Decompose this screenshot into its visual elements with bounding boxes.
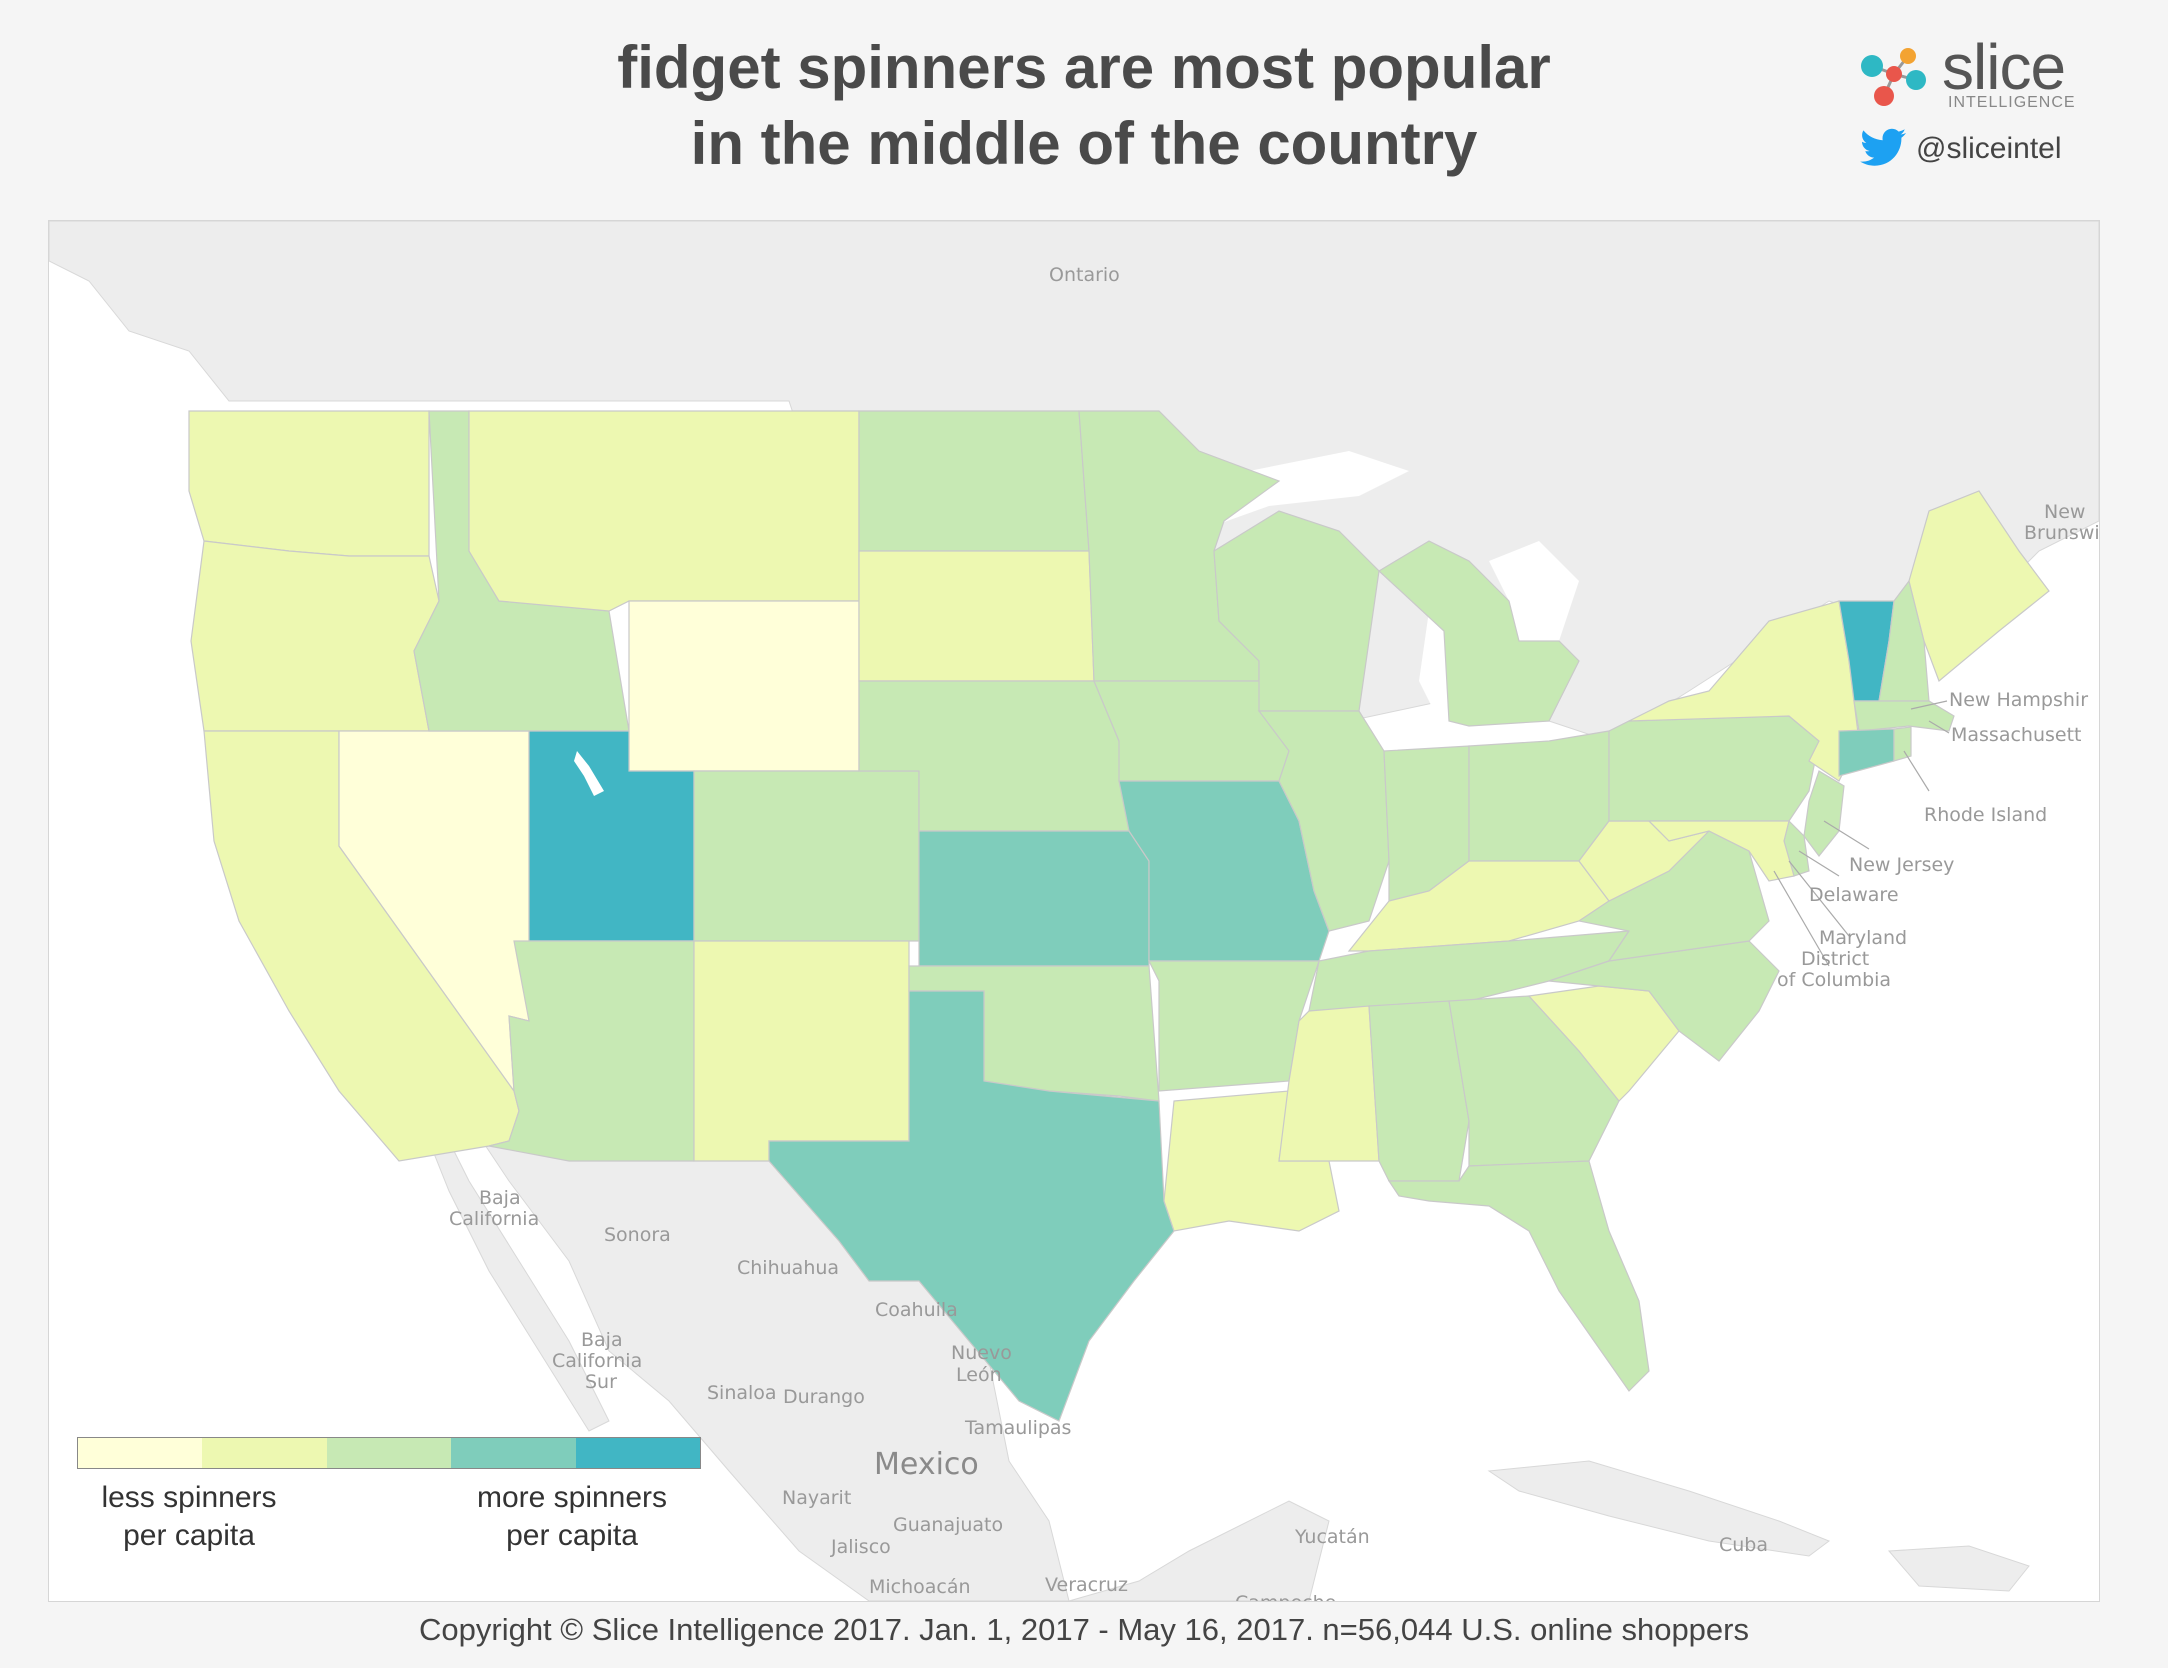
state-montana[interactable] — [468, 410, 860, 612]
legend-more-line-2: per capita — [506, 1519, 638, 1552]
label-veracruz: Veracruz — [1045, 1574, 1128, 1596]
twitter-credit: @sliceintel — [1860, 128, 2062, 172]
label-tamaulipas: Tamaulipas — [964, 1417, 1071, 1439]
label-ontario: Ontario — [1049, 264, 1120, 286]
label-new-brunswick-1: New — [2044, 501, 2085, 523]
legend-swatch-4 — [451, 1438, 576, 1468]
state-maine[interactable] — [1908, 490, 2050, 683]
state-rhode-island[interactable] — [1893, 726, 1912, 762]
state-maryland[interactable] — [1647, 820, 1795, 882]
lake-huron — [1489, 541, 1579, 641]
label-dc-1: District — [1801, 948, 1869, 970]
label-maryland: Maryland — [1819, 927, 1907, 949]
label-nuevo-leon-2: León — [956, 1364, 1002, 1386]
state-oregon[interactable] — [190, 540, 440, 732]
label-mexico: Mexico — [874, 1447, 979, 1482]
label-new-jersey: New Jersey — [1849, 854, 1954, 876]
label-sinaloa: Sinaloa — [707, 1382, 777, 1404]
state-ohio[interactable] — [1468, 730, 1610, 862]
twitter-handle: @sliceintel — [1916, 132, 2062, 165]
state-pennsylvania[interactable] — [1608, 715, 1820, 822]
state-new-mexico[interactable] — [693, 940, 910, 1162]
leader-lines — [1773, 700, 1950, 967]
label-yucatan: Yucatán — [1294, 1526, 1370, 1548]
state-north-dakota[interactable] — [858, 410, 1090, 552]
title-line-2: in the middle of the country — [690, 110, 1478, 177]
state-washington[interactable] — [188, 410, 430, 557]
state-new-jersey[interactable] — [1803, 770, 1845, 857]
label-delaware: Delaware — [1809, 884, 1899, 906]
label-rhode-island: Rhode Island — [1924, 804, 2047, 826]
state-michigan[interactable] — [1378, 540, 1580, 727]
map: Ontario New Brunswi New Hampshir Massach… — [48, 220, 2100, 1602]
state-texas[interactable] — [768, 990, 1175, 1422]
label-chihuahua: Chihuahua — [737, 1257, 839, 1279]
label-massachusetts: Massachusett — [1951, 724, 2082, 746]
label-dc-2: of Columbia — [1777, 969, 1891, 991]
label-new-hampshire: New Hampshir — [1949, 689, 2088, 711]
label-cuba: Cuba — [1719, 1534, 1768, 1556]
state-florida[interactable] — [1387, 1160, 1650, 1392]
legend-less-line-1: less spinners — [101, 1481, 277, 1514]
title-line-1: fidget spinners are most popular — [617, 34, 1551, 101]
legend-swatch-3 — [326, 1438, 452, 1468]
label-nayarit: Nayarit — [782, 1487, 851, 1509]
state-kansas[interactable] — [918, 830, 1150, 967]
baja-land — [428, 1119, 610, 1432]
label-durango: Durango — [783, 1386, 865, 1408]
state-illinois[interactable] — [1257, 710, 1390, 932]
state-wyoming[interactable] — [628, 600, 860, 772]
label-new-brunswick-2: Brunswi — [2024, 522, 2099, 544]
logo-wordmark: slice — [1942, 31, 2066, 103]
label-michoacan: Michoacán — [869, 1576, 971, 1598]
label-jalisco: Jalisco — [830, 1536, 891, 1558]
legend-more-line-1: more spinners — [476, 1481, 668, 1514]
label-baja-sur-3: Sur — [585, 1371, 617, 1393]
us-states — [188, 410, 2050, 1422]
copyright-footer: Copyright © Slice Intelligence 2017. Jan… — [419, 1612, 1749, 1647]
legend-more-label: more spinners per capita — [452, 1479, 692, 1555]
state-colorado[interactable] — [693, 770, 920, 942]
legend-swatch-2 — [202, 1438, 327, 1468]
state-south-dakota[interactable] — [858, 550, 1095, 682]
label-sonora: Sonora — [604, 1224, 671, 1246]
twitter-bird-icon — [1860, 128, 1906, 166]
chart-title: fidget spinners are most popular in the … — [0, 30, 2168, 182]
state-wisconsin[interactable] — [1213, 510, 1380, 712]
great-salt-lake — [574, 751, 604, 796]
legend-swatch-5 — [575, 1438, 701, 1468]
label-baja-sur-1: Baja — [581, 1329, 623, 1351]
label-nuevo-leon-1: Nuevo — [951, 1342, 1012, 1364]
legend-swatch-1 — [78, 1438, 203, 1468]
choropleth-map: Ontario New Brunswi New Hampshir Massach… — [49, 221, 2099, 1601]
state-connecticut[interactable] — [1838, 728, 1895, 777]
cuba-land — [1487, 1460, 1831, 1557]
label-baja-sur-2: California — [552, 1350, 642, 1372]
slice-logo: slice INTELLIGENCE — [1850, 31, 2080, 116]
legend-color-bar — [77, 1437, 701, 1469]
color-legend: less spinners per capita more spinners p… — [77, 1437, 701, 1597]
state-arizona[interactable] — [488, 940, 695, 1162]
legend-less-line-2: per capita — [123, 1519, 255, 1552]
hispaniola-land — [1887, 1545, 2030, 1592]
slice-molecule-logo-icon — [1861, 48, 1926, 106]
label-baja-california-1: Baja — [479, 1187, 521, 1209]
logo-subtitle: INTELLIGENCE — [1948, 94, 2076, 111]
label-coahuila: Coahuila — [875, 1299, 958, 1321]
label-baja-california-2: California — [449, 1208, 539, 1230]
label-guanajuato: Guanajuato — [893, 1514, 1003, 1536]
label-campeche: Campeche — [1235, 1592, 1336, 1601]
legend-less-label: less spinners per capita — [69, 1479, 309, 1555]
